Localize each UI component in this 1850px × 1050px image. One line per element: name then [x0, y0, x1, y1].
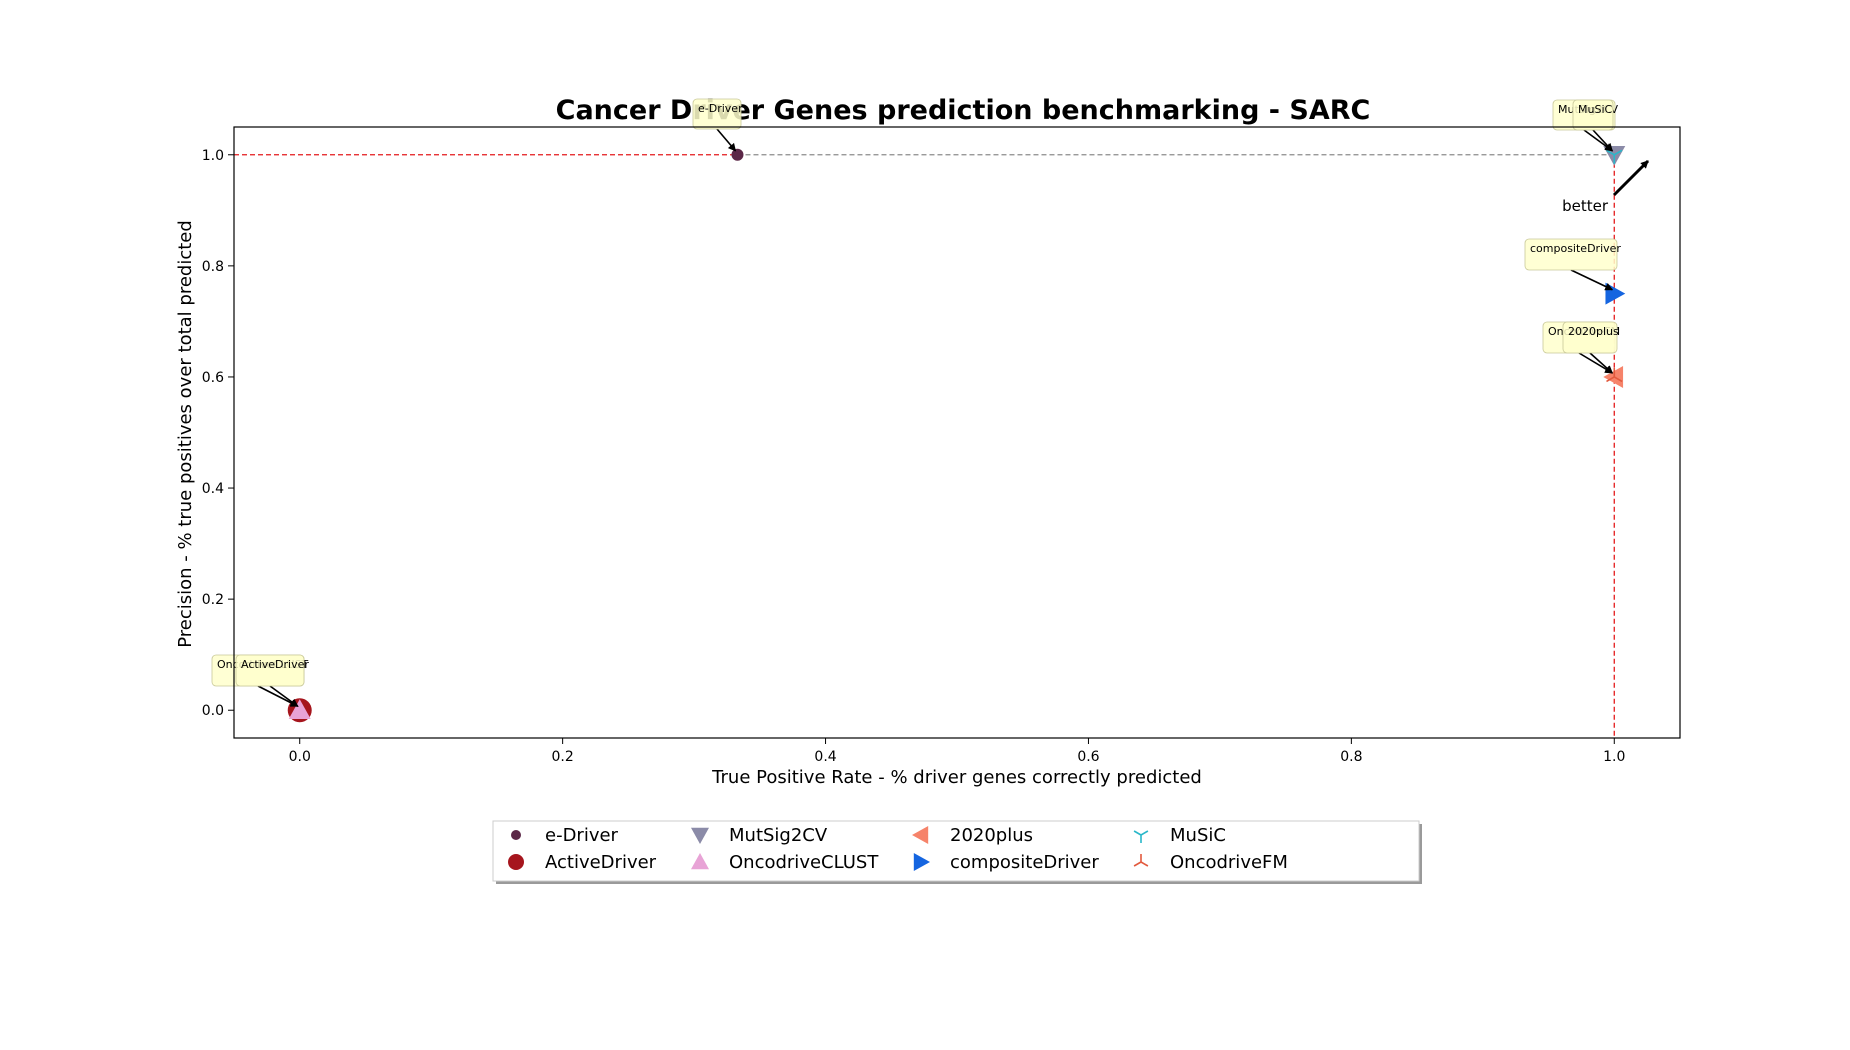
- plot-frame: [233, 126, 1681, 739]
- annotation-arrow: [1583, 129, 1614, 152]
- annotation-label: 2020plus: [1568, 325, 1619, 338]
- legend-marker: [691, 853, 709, 870]
- annotation-arrow: [716, 128, 737, 152]
- better-indicator: better: [1562, 159, 1650, 215]
- annotation-box: [235, 654, 305, 687]
- y-tick-label: 0.8: [202, 259, 224, 275]
- y-tick-label: 0.0: [202, 703, 224, 719]
- legend-label: compositeDriver: [950, 852, 1099, 873]
- better-arrow: [1612, 159, 1650, 197]
- legend-label: e-Driver: [545, 825, 619, 846]
- annotation-arrow: [1578, 352, 1614, 374]
- annotation-arrow: [257, 685, 299, 707]
- legend-item-music: MuSiC: [1133, 825, 1226, 846]
- legend-item-oncodriveclust: OncodriveCLUST: [691, 852, 879, 873]
- annotation-box: [692, 98, 742, 130]
- annotation-box: [1572, 99, 1614, 131]
- legend-marker: [691, 827, 709, 844]
- chart-title: Cancer Driver Genes prediction benchmark…: [556, 95, 1371, 126]
- x-axis-label: True Positive Rate - % driver genes corr…: [711, 767, 1202, 788]
- y-tick-label: 0.2: [202, 592, 224, 608]
- legend-box: [492, 820, 1420, 882]
- x-tick-label: 0.0: [289, 749, 311, 765]
- annotation-compositedriver: compositeDriver: [1524, 238, 1621, 291]
- legend-label: OncodriveCLUST: [729, 852, 879, 873]
- legend-marker: [1133, 854, 1149, 867]
- annotation-label: ActiveDriver: [241, 658, 309, 671]
- point-oncodrivefm: [1606, 367, 1623, 383]
- y-tick-label: 0.6: [202, 370, 224, 386]
- annotation-e-driver: e-Driver: [692, 98, 743, 152]
- annotation-arrow: [1592, 129, 1613, 152]
- annotation-arrow: [269, 685, 299, 707]
- annotations: e-DriverMutSig2CVMuSiCcompositeDriverOnc…: [211, 98, 1621, 707]
- x-tick-label: 0.6: [1077, 749, 1099, 765]
- annotation-box: [1524, 238, 1618, 271]
- y-tick-label: 1.0: [202, 148, 224, 164]
- annotation-arrow: [1589, 352, 1614, 374]
- legend-marker: [1133, 830, 1149, 843]
- x-tick-label: 1.0: [1603, 749, 1625, 765]
- legend-marker: [508, 854, 524, 870]
- x-tick-label: 0.2: [552, 749, 574, 765]
- legend-item-compositedriver: compositeDriver: [913, 852, 1099, 873]
- legend-marker: [912, 826, 929, 844]
- point-oncodriveclust: [288, 699, 311, 720]
- legend: e-Driver ActiveDriver MutSig2CV OncodriveCL…: [492, 820, 1422, 884]
- legend-item-activedriver: ActiveDriver: [508, 852, 657, 873]
- annotation-2020plus: 2020plus: [1562, 321, 1619, 374]
- y-axis-label: Precision - % true positives over total …: [175, 220, 196, 648]
- y-axis-ticks: 0.0 0.2 0.4 0.6 0.8 1.0: [202, 148, 234, 719]
- annotation-activedriver: ActiveDriver: [235, 654, 309, 707]
- y-tick-label: 0.4: [202, 481, 224, 497]
- legend-label: 2020plus: [950, 825, 1033, 846]
- legend-item-e-driver: e-Driver: [511, 825, 619, 846]
- legend-marker: [913, 853, 930, 871]
- better-label: better: [1562, 197, 1609, 215]
- legend-item-mutsig2cv: MutSig2CV: [691, 825, 828, 846]
- legend-label: MuSiC: [1170, 825, 1226, 846]
- point-compositedriver: [1605, 282, 1626, 305]
- x-axis-ticks: 0.0 0.2 0.4 0.6 0.8 1.0: [289, 738, 1625, 765]
- legend-item-2020plus: 2020plus: [912, 825, 1033, 846]
- legend-label: OncodriveFM: [1170, 852, 1288, 873]
- annotation-label: compositeDriver: [1530, 242, 1621, 255]
- annotation-label: MuSiC: [1578, 103, 1613, 116]
- annotation-arrow: [1570, 269, 1614, 291]
- annotation-music: MuSiC: [1572, 99, 1614, 152]
- x-tick-label: 0.4: [814, 749, 836, 765]
- legend-item-oncodrivefm: OncodriveFM: [1133, 852, 1288, 873]
- x-tick-label: 0.8: [1340, 749, 1362, 765]
- legend-label: ActiveDriver: [545, 852, 657, 873]
- annotation-label: e-Driver: [698, 102, 743, 115]
- point-e-driver: [731, 148, 744, 161]
- plot-area: e-DriverMutSig2CVMuSiCcompositeDriverOnc…: [211, 98, 1626, 738]
- legend-marker: [511, 830, 521, 840]
- annotation-box: [1562, 321, 1618, 354]
- legend-label: MutSig2CV: [729, 825, 828, 846]
